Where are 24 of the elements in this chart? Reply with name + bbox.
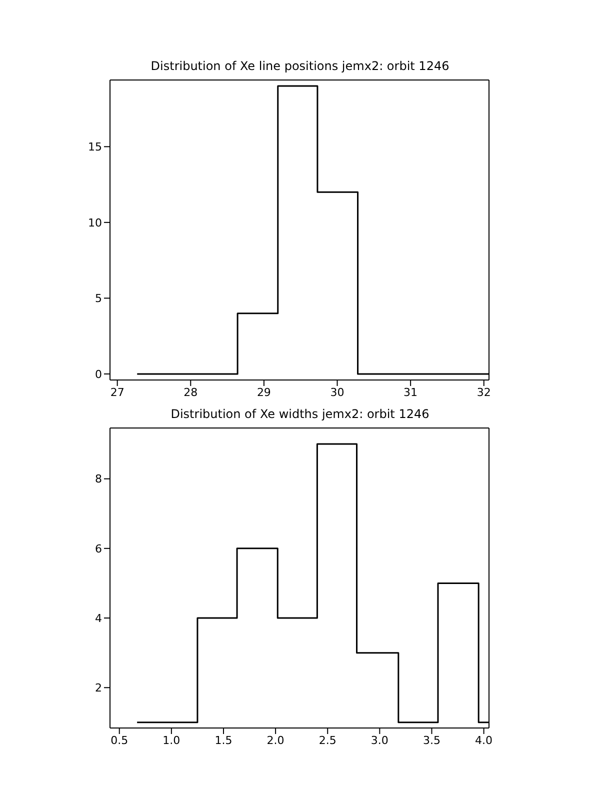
x-tick-label: 1.5 — [214, 734, 232, 747]
x-tick-label: 3.0 — [370, 734, 388, 747]
chart-title: Distribution of Xe line positions jemx2: orbit 1246 — [150, 59, 450, 75]
y-tick-label: 2 — [95, 682, 102, 695]
chart-title: Distribution of Xe widths jemx2: orbit 1246 — [170, 407, 430, 423]
y-tick-label: 6 — [95, 542, 102, 556]
x-tick-label: 3.5 — [422, 734, 440, 747]
x-tick-label: 4.0 — [475, 734, 493, 747]
y-tick-label: 0 — [95, 368, 102, 381]
y-tick-label: 4 — [95, 612, 102, 625]
x-tick-label: 32 — [476, 386, 491, 399]
x-tick-label: 2.0 — [266, 734, 284, 747]
x-tick-label: 0.5 — [110, 734, 128, 747]
x-tick-label: 31 — [404, 386, 418, 399]
x-tick-label: 29 — [256, 386, 271, 399]
y-tick-label: 15 — [88, 140, 102, 154]
x-tick-label: 28 — [184, 386, 198, 399]
x-tick-label: 2.5 — [318, 734, 336, 747]
x-tick-label: 30 — [330, 386, 344, 399]
x-tick-label: 1.0 — [162, 734, 180, 747]
x-tick-label: 27 — [110, 386, 124, 399]
y-tick-label: 8 — [95, 472, 102, 486]
y-tick-label: 5 — [95, 292, 102, 306]
y-tick-label: 10 — [88, 216, 102, 230]
